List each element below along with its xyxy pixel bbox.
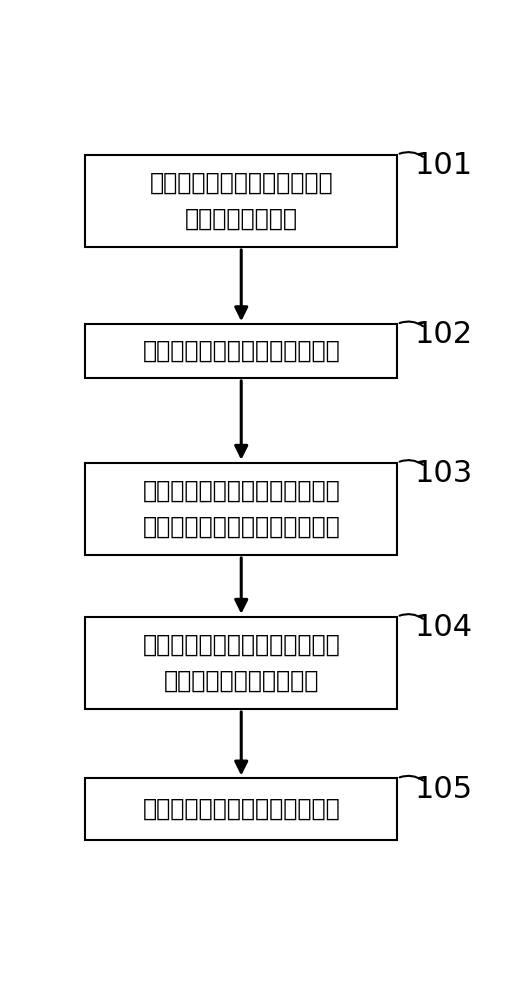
- Text: 102: 102: [415, 320, 473, 349]
- Text: 将所述基质铺盖于所述砂粒层上: 将所述基质铺盖于所述砂粒层上: [143, 797, 340, 821]
- FancyBboxPatch shape: [86, 155, 397, 247]
- FancyBboxPatch shape: [86, 463, 397, 555]
- Text: 将所述砂粒、所述土壤和所述基
质补充进行均匀混合，获得基质: 将所述砂粒、所述土壤和所述基 质补充进行均匀混合，获得基质: [143, 479, 340, 539]
- Text: 103: 103: [415, 459, 473, 488]
- Text: 104: 104: [415, 613, 473, 642]
- FancyBboxPatch shape: [86, 324, 397, 378]
- Text: 将所述砂粒铺盖于所述石漠化区
域的地表，以形成砂粒层: 将所述砂粒铺盖于所述石漠化区 域的地表，以形成砂粒层: [143, 633, 340, 693]
- Text: 获取待治理的石漠化区域的砂粒: 获取待治理的石漠化区域的砂粒: [143, 339, 340, 363]
- FancyBboxPatch shape: [86, 778, 397, 840]
- Text: 101: 101: [415, 151, 473, 180]
- Text: 105: 105: [415, 774, 473, 804]
- Text: 获取待治理的石漠化区域的土
壤、以及基质补充: 获取待治理的石漠化区域的土 壤、以及基质补充: [149, 171, 333, 231]
- FancyBboxPatch shape: [86, 617, 397, 709]
